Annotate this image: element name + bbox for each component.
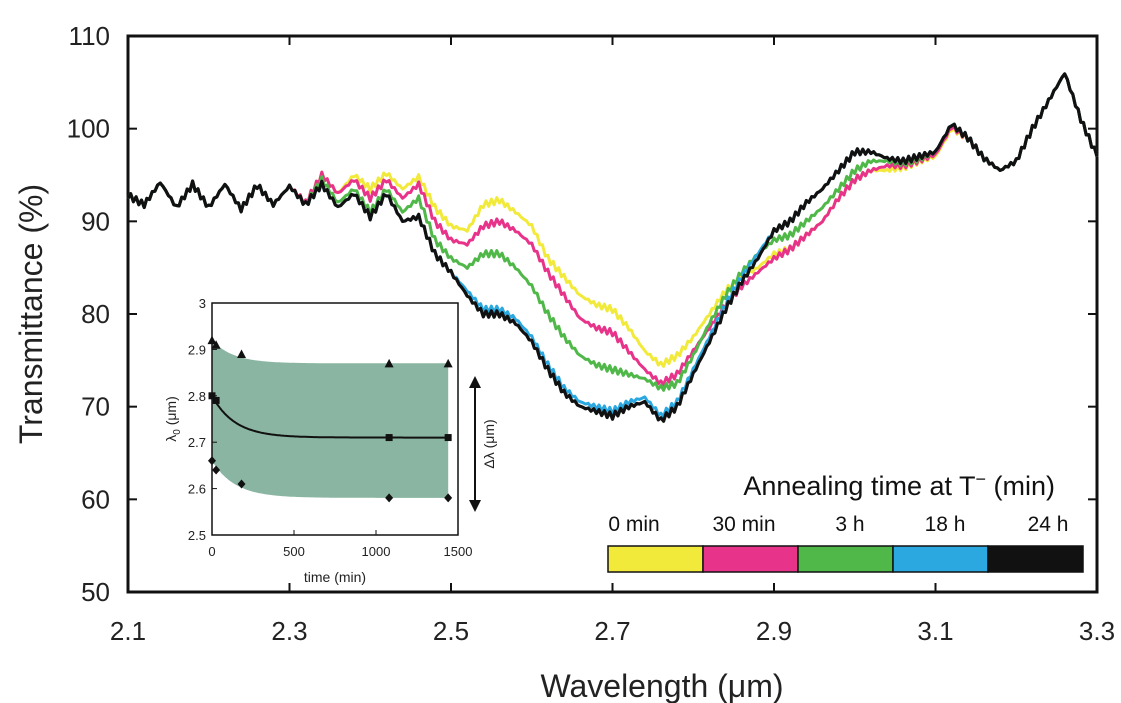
x-tick-label: 3.3 [1079, 616, 1115, 646]
x-axis-title: Wavelength (μm) [540, 668, 783, 703]
inset-y-label-suffix: (μm) [163, 396, 179, 429]
inset-range-band [212, 340, 449, 498]
inset-marker-triangle [237, 349, 247, 359]
inset-x-tick-label: 1500 [444, 544, 473, 559]
y-tick-label: 50 [81, 577, 110, 607]
x-tick-label: 2.1 [110, 616, 146, 646]
inset-x-tick-label: 1000 [362, 544, 391, 559]
legend-title-main: Annealing time at T [743, 471, 975, 501]
inset-marker-diamond [212, 465, 221, 475]
inset-marker-square [444, 434, 452, 442]
y-tick-label: 110 [69, 21, 110, 51]
inset-marker-triangle [384, 358, 394, 368]
inset-marker-square [212, 396, 220, 404]
inset-y-tick-label: 2.5 [188, 528, 206, 543]
inset-x-tick-label: 500 [283, 544, 305, 559]
inset-y-tick-label: 2.6 [188, 482, 206, 497]
inset-y-tick-label: 2.7 [188, 435, 206, 450]
inset-y-tick-label: 2.9 [188, 342, 206, 357]
legend-swatch [797, 545, 894, 573]
legend-title-suffix: (min) [986, 471, 1055, 501]
inset-y-label-sub: 0 [172, 429, 183, 435]
legend: Annealing time at T− (min) 0 min 30 min 3 … [607, 469, 1084, 573]
legend-label: 30 min [712, 513, 775, 536]
legend-swatch [987, 545, 1084, 573]
inset-marker-square [385, 434, 393, 442]
inset-y-tick-label: 2.8 [188, 389, 206, 404]
series-line-24-h [126, 72, 1099, 423]
inset-marker-diamond [208, 456, 216, 466]
y-tick-label: 80 [81, 299, 110, 329]
legend-label: 3 h [835, 513, 864, 536]
inset-y-label-main: λ [163, 435, 179, 442]
legend-label: 0 min [608, 513, 659, 536]
inset-y-tick-label: 3 [199, 296, 206, 311]
legend-title: Annealing time at T− (min) [743, 469, 1055, 501]
legend-entries: 0 min 30 min 3 h 18 h 24 h [607, 513, 1084, 573]
y-tick-label: 100 [67, 114, 110, 144]
x-tick-label: 2.3 [271, 616, 307, 646]
y-axis-title: Transmittance (%) [13, 184, 49, 444]
legend-swatch [702, 545, 799, 573]
x-tick-label: 2.5 [433, 616, 469, 646]
inset-marker-diamond [444, 493, 453, 503]
main-series-group [126, 72, 1099, 423]
inset-marker-triangle [211, 340, 221, 349]
legend-swatch [892, 545, 989, 573]
x-tick-label: 2.7 [594, 616, 630, 646]
legend-swatch [607, 545, 704, 573]
inset-marker-triangle [207, 335, 217, 345]
main-axis-ticks: 2.1 2.3 2.5 2.7 2.9 3.1 3.3 50 60 70 80 90 100 110 [67, 21, 1115, 646]
x-tick-label: 2.9 [756, 616, 792, 646]
inset-markers [207, 335, 453, 503]
inset-y-axis-title: λ0 (μm) [163, 396, 183, 442]
y-tick-label: 60 [81, 484, 110, 514]
x-tick-label: 3.1 [917, 616, 953, 646]
inset-marker-triangle [443, 358, 453, 368]
inset-x-tick-label: 0 [208, 544, 215, 559]
delta-lambda-arrow [469, 376, 481, 512]
y-tick-label: 90 [81, 206, 110, 236]
inset-axis-ticks: 0 500 1000 1500 2.5 2.6 2.7 2.8 2.9 3 [188, 296, 473, 559]
delta-lambda-label: Δλ (μm) [481, 419, 497, 468]
inset-marker-diamond [237, 479, 246, 489]
legend-label: 24 h [1028, 513, 1069, 536]
inset-x-axis-title: time (min) [304, 569, 366, 585]
legend-title-superscript: − [975, 469, 986, 489]
inset-fit-curve [211, 395, 449, 439]
inset-marker-square [208, 392, 216, 400]
legend-label: 18 h [925, 513, 966, 536]
inset-frame [211, 302, 459, 536]
y-tick-label: 70 [81, 392, 110, 422]
inset-marker-diamond [385, 493, 394, 503]
